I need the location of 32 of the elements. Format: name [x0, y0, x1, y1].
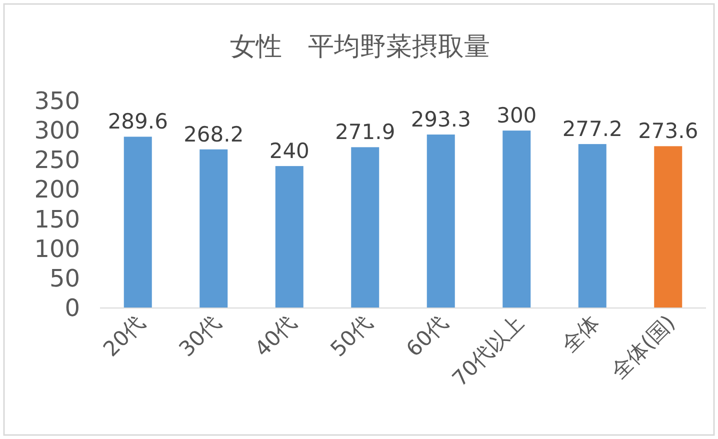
bar — [502, 130, 531, 308]
x-tick-label: 40代 — [250, 310, 301, 362]
x-tick-label: 全体 — [557, 310, 604, 358]
bar — [578, 144, 606, 308]
bar — [654, 146, 682, 308]
x-tick-label: 50代 — [326, 310, 377, 362]
bar — [351, 147, 380, 308]
y-tick-label: 350 — [34, 87, 80, 115]
data-label: 289.6 — [108, 110, 168, 134]
x-tick-label: 全体(国) — [606, 310, 680, 384]
data-label: 268.2 — [184, 122, 244, 146]
y-tick-label: 250 — [34, 146, 80, 174]
y-tick-label: 0 — [64, 294, 80, 322]
y-tick-label: 100 — [34, 234, 80, 263]
x-tick-label: 30代 — [174, 310, 226, 362]
bar — [124, 136, 152, 308]
data-label: 273.6 — [638, 119, 698, 144]
y-tick-label: 300 — [34, 116, 80, 145]
bar — [200, 149, 228, 308]
x-tick-label: 20代 — [98, 310, 150, 362]
y-tick-label: 50 — [49, 264, 80, 292]
bar — [426, 134, 455, 308]
chart-title: 女性 平均野菜摂取量 — [230, 32, 490, 62]
data-label: 277.2 — [562, 117, 622, 142]
data-label: 300 — [496, 104, 537, 128]
bar — [275, 166, 304, 308]
x-tick-label: 60代 — [402, 310, 452, 362]
data-label: 271.9 — [335, 120, 396, 144]
y-tick-label: 150 — [34, 205, 80, 234]
y-tick-label: 200 — [34, 176, 80, 204]
data-label: 293.3 — [410, 108, 471, 132]
data-label: 240 — [269, 139, 310, 164]
